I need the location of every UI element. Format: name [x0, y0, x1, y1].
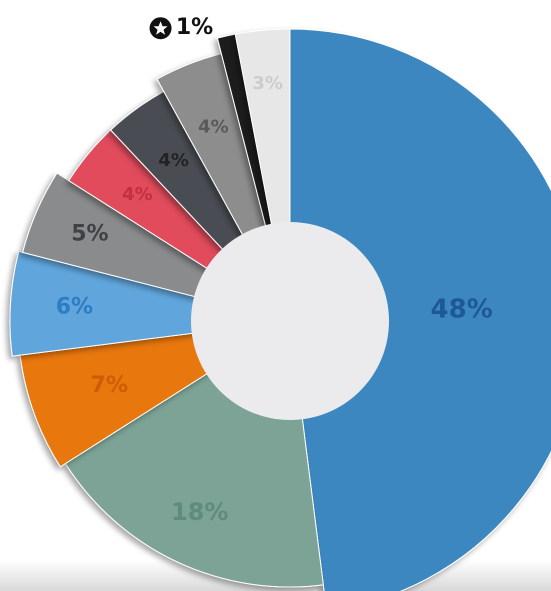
value-label: 3%	[252, 73, 283, 94]
value-label: 4%	[122, 184, 153, 205]
donut-hole	[191, 222, 389, 420]
star-shape	[153, 21, 168, 35]
value-label: 6%	[56, 294, 93, 319]
value-label: 7%	[91, 373, 128, 398]
value-label: 4%	[198, 117, 229, 138]
value-label: 18%	[171, 498, 228, 526]
value-label: 5%	[71, 221, 108, 246]
value-label: 1%	[176, 15, 213, 40]
slice	[9, 250, 291, 357]
value-label: 48%	[431, 295, 493, 325]
labels: 48%18%7%6%5%4%4%4%1%3%	[56, 15, 493, 526]
value-label: 4%	[158, 150, 189, 171]
slice	[289, 28, 551, 591]
